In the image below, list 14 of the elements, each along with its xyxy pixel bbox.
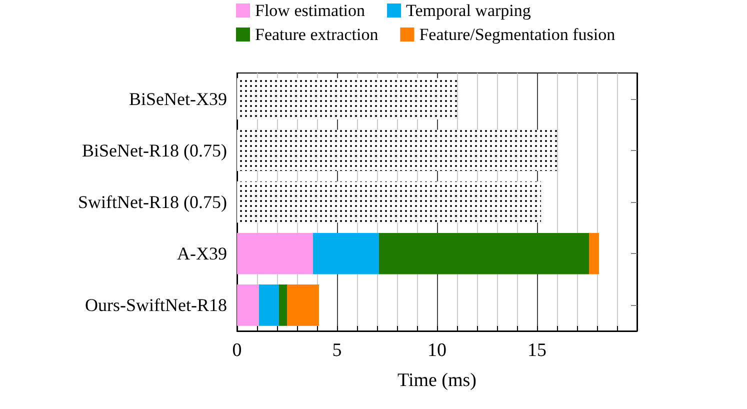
x-axis-title: Time (ms) [397, 370, 477, 391]
x-tick-label: 15 [528, 340, 546, 361]
y-tick-label: A-X39 [177, 244, 227, 264]
x-tick-label: 5 [332, 340, 342, 361]
legend-label: Feature/Segmentation fusion [419, 25, 616, 44]
legend-label: Feature extraction [255, 25, 379, 44]
y-tick-label: Ours-SwiftNet-R18 [85, 295, 227, 316]
x-tick-label: 0 [232, 340, 242, 361]
legend-label: Temporal warping [406, 1, 532, 20]
y-tick-label: BiSeNet-R18 (0.75) [82, 140, 228, 160]
x-tick-label: 10 [428, 340, 446, 361]
y-tick-label: BiSeNet-X39 [129, 88, 227, 109]
y-tick-label: SwiftNet-R18 (0.75) [78, 192, 228, 212]
legend-label: Flow estimation [255, 1, 366, 20]
